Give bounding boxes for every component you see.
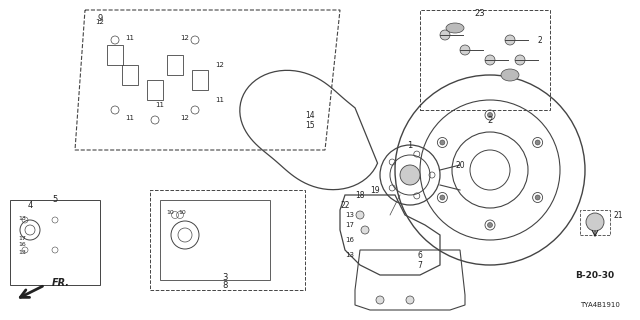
Text: 15: 15 <box>305 121 315 130</box>
Circle shape <box>356 211 364 219</box>
Text: 12: 12 <box>216 62 225 68</box>
Circle shape <box>488 222 493 228</box>
Text: 13: 13 <box>18 250 26 254</box>
Circle shape <box>440 140 445 145</box>
Text: FR.: FR. <box>52 278 70 288</box>
Text: 23: 23 <box>475 9 485 18</box>
Bar <box>122 65 138 85</box>
Bar <box>580 210 610 235</box>
Text: 5: 5 <box>52 196 58 204</box>
Text: 12: 12 <box>95 19 104 25</box>
Ellipse shape <box>446 23 464 33</box>
Bar <box>150 190 305 290</box>
Text: 12: 12 <box>180 35 189 41</box>
Text: 22: 22 <box>340 201 349 210</box>
Text: 4: 4 <box>28 201 33 210</box>
Text: 6: 6 <box>417 251 422 260</box>
Bar <box>147 80 163 100</box>
Circle shape <box>376 296 384 304</box>
Text: 21: 21 <box>613 211 623 220</box>
Circle shape <box>440 30 450 40</box>
Circle shape <box>535 195 540 200</box>
Bar <box>10 200 100 285</box>
Text: 1: 1 <box>408 140 413 149</box>
Text: 3: 3 <box>222 274 228 283</box>
Text: 13: 13 <box>346 212 355 218</box>
Text: 11: 11 <box>156 102 164 108</box>
Ellipse shape <box>501 69 519 81</box>
Text: 18: 18 <box>355 190 365 199</box>
Text: 12: 12 <box>180 115 189 121</box>
Circle shape <box>535 140 540 145</box>
Bar <box>107 45 123 65</box>
Circle shape <box>515 55 525 65</box>
Circle shape <box>440 195 445 200</box>
Bar <box>420 10 550 110</box>
Text: 2: 2 <box>538 36 542 44</box>
Text: 9: 9 <box>97 13 102 22</box>
Text: 2: 2 <box>488 116 493 124</box>
Text: 10: 10 <box>166 211 174 215</box>
Bar <box>192 70 208 90</box>
Text: 13: 13 <box>18 215 26 220</box>
Text: 20: 20 <box>455 161 465 170</box>
Text: 17: 17 <box>18 236 26 241</box>
Circle shape <box>488 113 493 117</box>
Bar <box>160 200 270 280</box>
Text: 10: 10 <box>178 211 186 215</box>
Text: 19: 19 <box>370 186 380 195</box>
Circle shape <box>406 296 414 304</box>
Text: 11: 11 <box>125 35 134 41</box>
Text: 17: 17 <box>346 222 355 228</box>
Circle shape <box>586 213 604 231</box>
Circle shape <box>361 226 369 234</box>
Circle shape <box>485 55 495 65</box>
Text: 16: 16 <box>346 237 355 243</box>
Text: B-20-30: B-20-30 <box>575 270 614 279</box>
Text: 11: 11 <box>125 115 134 121</box>
Text: 16: 16 <box>18 243 26 247</box>
Circle shape <box>460 45 470 55</box>
Text: 8: 8 <box>222 281 228 290</box>
Text: 7: 7 <box>417 260 422 269</box>
Bar <box>167 55 183 75</box>
Text: 13: 13 <box>346 252 355 258</box>
Circle shape <box>400 165 420 185</box>
Text: TYA4B1910: TYA4B1910 <box>580 302 620 308</box>
Text: 14: 14 <box>305 110 315 119</box>
Circle shape <box>505 35 515 45</box>
Text: 11: 11 <box>216 97 225 103</box>
